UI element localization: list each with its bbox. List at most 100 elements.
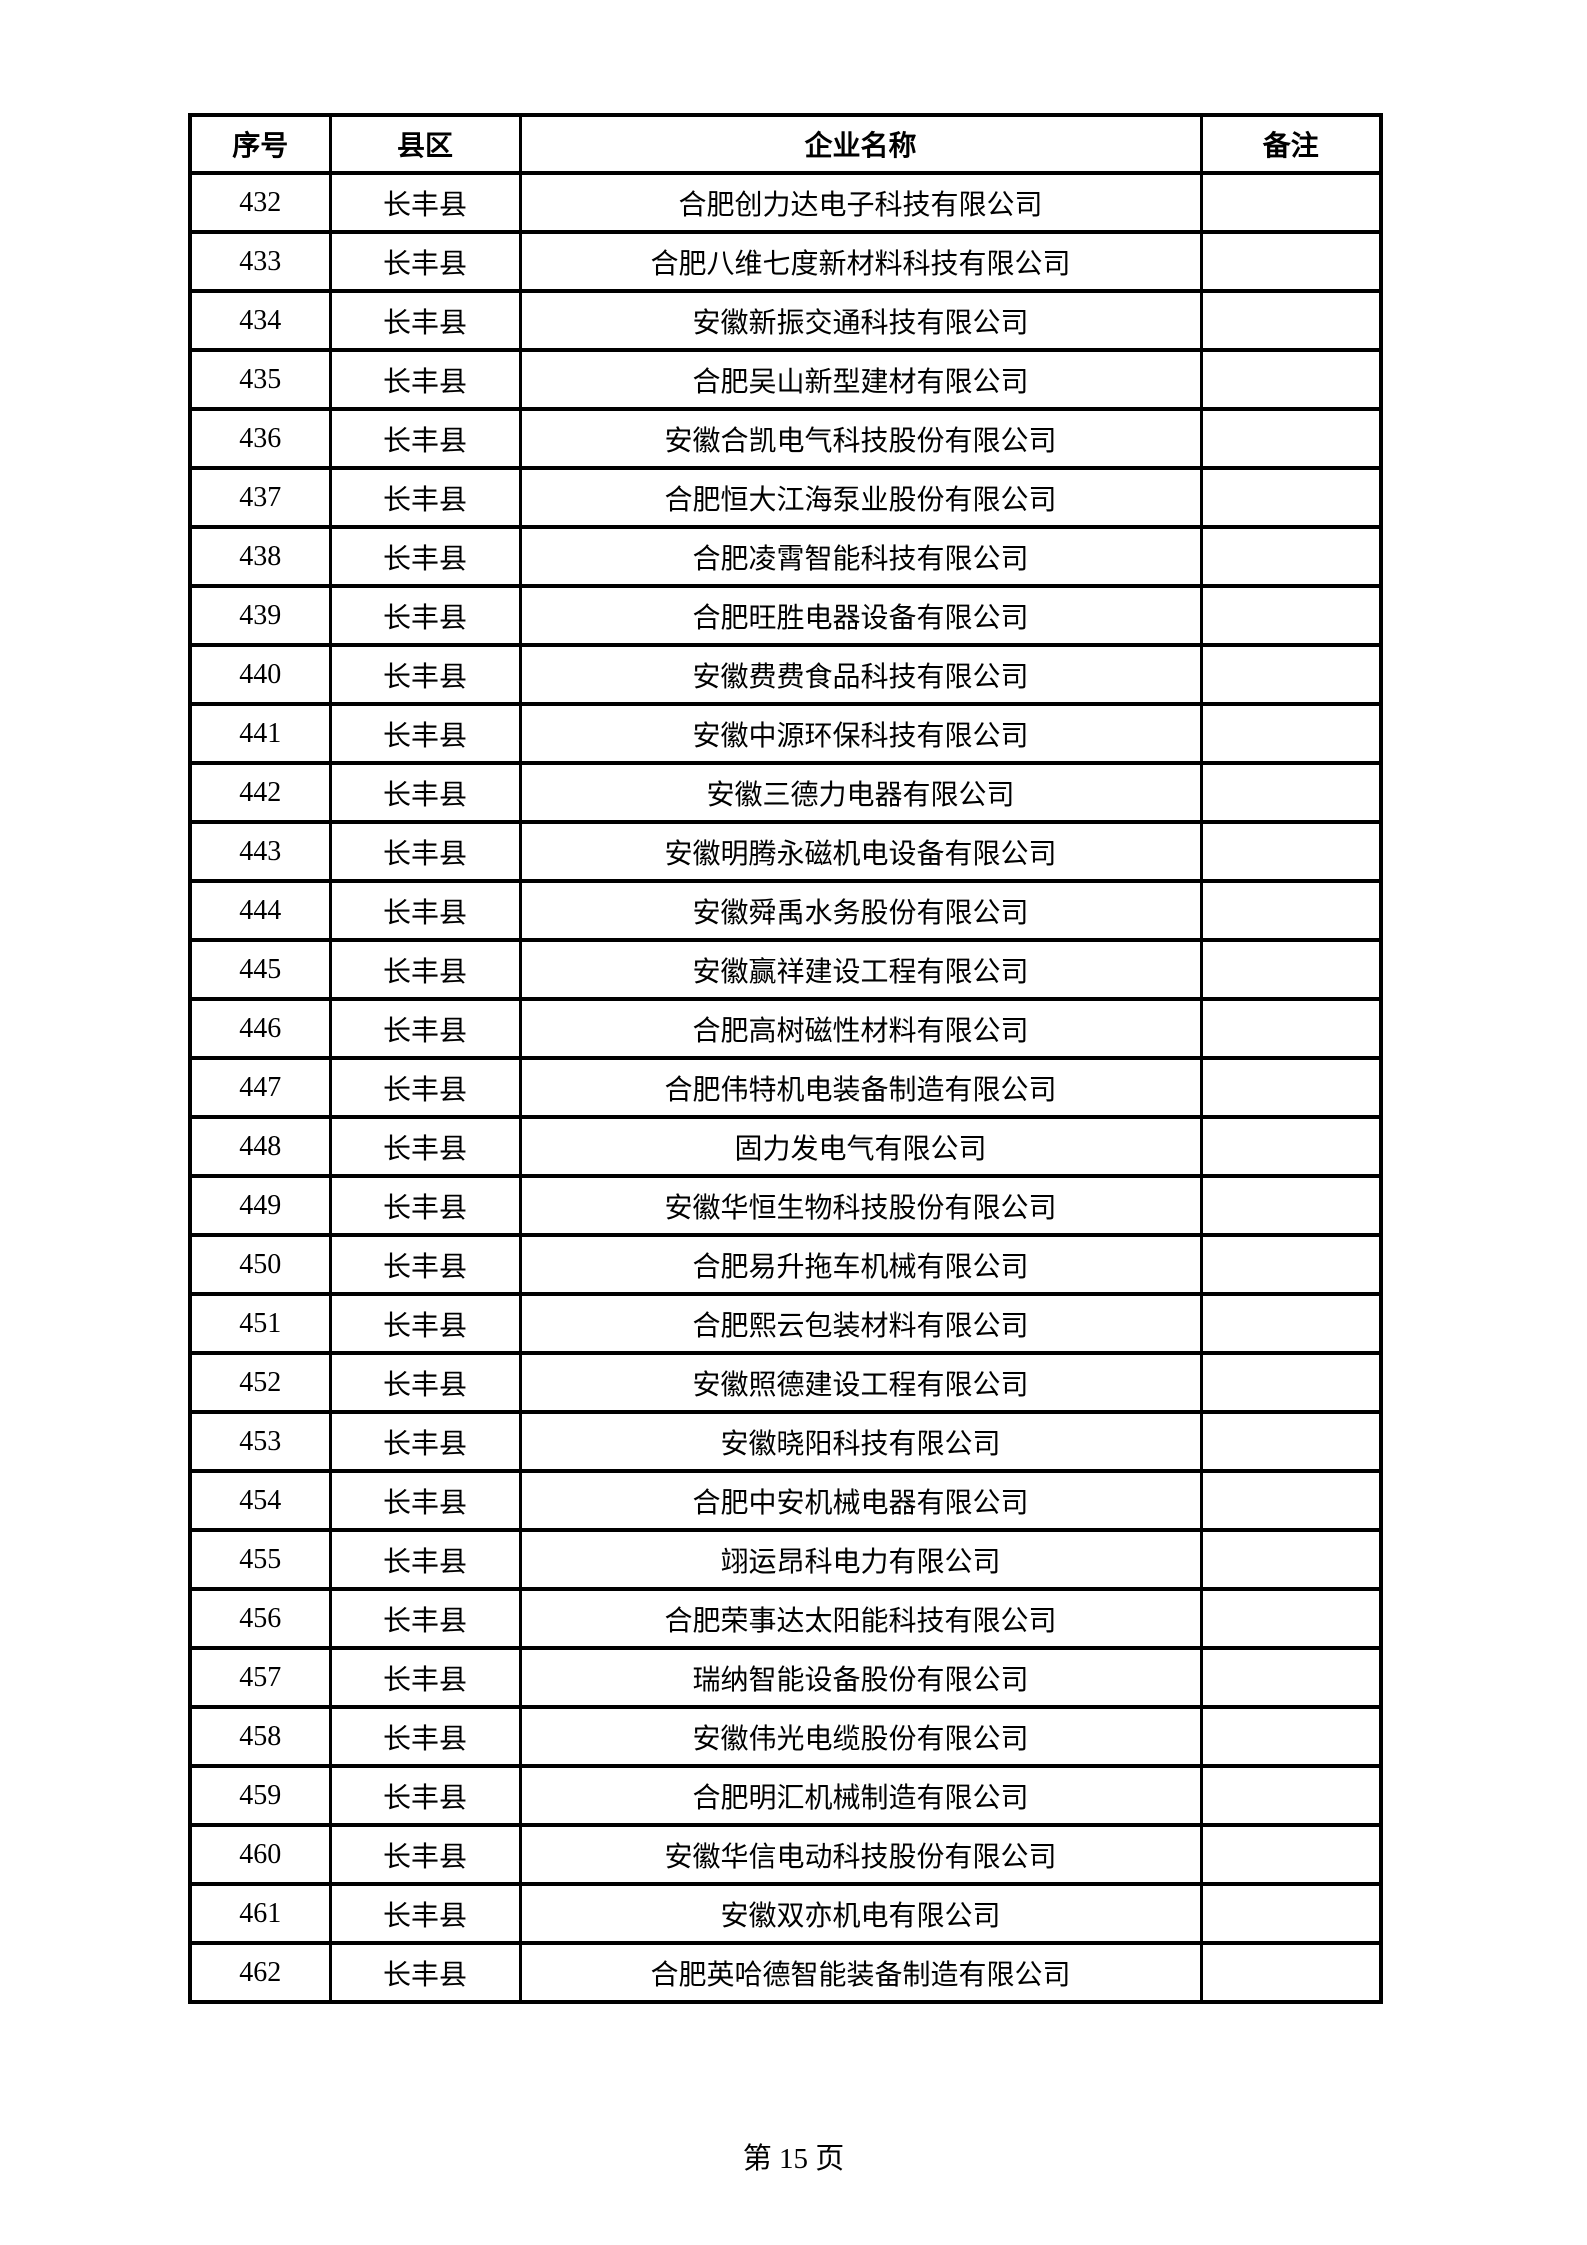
district-cell: 长丰县 (328, 348, 522, 411)
company-cell: 固力发电气有限公司 (518, 1115, 1203, 1178)
remark-cell (1199, 1764, 1383, 1827)
row-index-cell: 445 (188, 938, 332, 1001)
page-number: 第 15 页 (742, 2143, 845, 2175)
remark-cell (1199, 525, 1383, 588)
col-header-remark: 备注 (1199, 113, 1383, 175)
remark-cell (1199, 1115, 1383, 1178)
table-row: 438 长丰县 合肥凌霄智能科技有限公司 (188, 525, 1383, 588)
remark-cell (1199, 1469, 1383, 1532)
remark-cell (1199, 997, 1383, 1060)
row-index-cell: 443 (188, 820, 332, 883)
row-index-cell: 458 (188, 1705, 332, 1768)
table-row: 437 长丰县 合肥恒大江海泵业股份有限公司 (188, 466, 1383, 529)
remark-cell (1199, 1587, 1383, 1650)
company-cell: 合肥熙云包装材料有限公司 (518, 1292, 1203, 1355)
district-cell: 长丰县 (328, 1469, 522, 1532)
row-index-cell: 454 (188, 1469, 332, 1532)
district-cell: 长丰县 (328, 1056, 522, 1119)
row-index-cell: 432 (188, 171, 332, 234)
row-index-cell: 437 (188, 466, 332, 529)
remark-cell (1199, 761, 1383, 824)
company-cell: 安徽明腾永磁机电设备有限公司 (518, 820, 1203, 883)
district-cell: 长丰县 (328, 1410, 522, 1473)
district-cell: 长丰县 (328, 761, 522, 824)
row-index-cell: 449 (188, 1174, 332, 1237)
row-index-cell: 461 (188, 1882, 332, 1945)
company-cell: 合肥凌霄智能科技有限公司 (518, 525, 1203, 588)
table-row: 453 长丰县 安徽晓阳科技有限公司 (188, 1410, 1383, 1473)
remark-cell (1199, 702, 1383, 765)
table-row: 442 长丰县 安徽三德力电器有限公司 (188, 761, 1383, 824)
table-row: 432 长丰县 合肥创力达电子科技有限公司 (188, 171, 1383, 234)
row-index-cell: 446 (188, 997, 332, 1060)
row-index-cell: 460 (188, 1823, 332, 1886)
row-index-cell: 442 (188, 761, 332, 824)
company-cell: 安徽晓阳科技有限公司 (518, 1410, 1203, 1473)
district-cell: 长丰县 (328, 525, 522, 588)
remark-cell (1199, 1882, 1383, 1945)
remark-cell (1199, 820, 1383, 883)
company-table: 序号 县区 企业名称 备注 432 长丰县 合肥创力达电子科技有限公司 433 长丰县合… (188, 113, 1383, 2004)
company-cell: 安徽合凯电气科技股份有限公司 (518, 407, 1203, 470)
row-index-cell: 435 (188, 348, 332, 411)
company-cell: 安徽赢祥建设工程有限公司 (518, 938, 1203, 1001)
row-index-cell: 444 (188, 879, 332, 942)
table-row: 441 长丰县 安徽中源环保科技有限公司 (188, 702, 1383, 765)
district-cell: 长丰县 (328, 1115, 522, 1178)
remark-cell (1199, 230, 1383, 293)
row-index-cell: 462 (188, 1941, 332, 2004)
remark-cell (1199, 1174, 1383, 1237)
district-cell: 长丰县 (328, 1292, 522, 1355)
remark-cell (1199, 466, 1383, 529)
district-cell: 长丰县 (328, 1233, 522, 1296)
remark-cell (1199, 1646, 1383, 1709)
remark-cell (1199, 348, 1383, 411)
table-row: 450 长丰县 合肥易升拖车机械有限公司 (188, 1233, 1383, 1296)
remark-cell (1199, 1941, 1383, 2004)
table-row: 460 长丰县 安徽华信电动科技股份有限公司 (188, 1823, 1383, 1886)
table-row: 440 长丰县 安徽费费食品科技有限公司 (188, 643, 1383, 706)
district-cell: 长丰县 (328, 289, 522, 352)
district-cell: 长丰县 (328, 584, 522, 647)
row-index-cell: 433 (188, 230, 332, 293)
row-index-cell: 436 (188, 407, 332, 470)
table-row: 455 长丰县 翊运昂科电力有限公司 (188, 1528, 1383, 1591)
company-cell: 合肥明汇机械制造有限公司 (518, 1764, 1203, 1827)
district-cell: 长丰县 (328, 997, 522, 1060)
district-cell: 长丰县 (328, 702, 522, 765)
company-cell: 瑞纳智能设备股份有限公司 (518, 1646, 1203, 1709)
col-header-district: 县区 (328, 113, 522, 175)
remark-cell (1199, 1351, 1383, 1414)
table-row: 457 长丰县 瑞纳智能设备股份有限公司 (188, 1646, 1383, 1709)
district-cell: 长丰县 (328, 1351, 522, 1414)
district-cell: 长丰县 (328, 879, 522, 942)
row-index-cell: 455 (188, 1528, 332, 1591)
remark-cell (1199, 407, 1383, 470)
district-cell: 长丰县 (328, 938, 522, 1001)
row-index-cell: 457 (188, 1646, 332, 1709)
district-cell: 长丰县 (328, 1823, 522, 1886)
row-index-cell: 451 (188, 1292, 332, 1355)
table-row: 452 长丰县 安徽照德建设工程有限公司 (188, 1351, 1383, 1414)
company-cell: 安徽双亦机电有限公司 (518, 1882, 1203, 1945)
table-row: 444 长丰县 安徽舜禹水务股份有限公司 (188, 879, 1383, 942)
company-cell: 翊运昂科电力有限公司 (518, 1528, 1203, 1591)
district-cell: 长丰县 (328, 466, 522, 529)
row-index-cell: 440 (188, 643, 332, 706)
company-cell: 安徽中源环保科技有限公司 (518, 702, 1203, 765)
company-cell: 安徽华信电动科技股份有限公司 (518, 1823, 1203, 1886)
district-cell: 长丰县 (328, 820, 522, 883)
row-index-cell: 434 (188, 289, 332, 352)
table-row: 439 长丰县 合肥旺胜电器设备有限公司 (188, 584, 1383, 647)
company-cell: 安徽舜禹水务股份有限公司 (518, 879, 1203, 942)
company-cell: 合肥英哈德智能装备制造有限公司 (518, 1941, 1203, 2004)
company-cell: 合肥中安机械电器有限公司 (518, 1469, 1203, 1532)
district-cell: 长丰县 (328, 1764, 522, 1827)
company-cell: 合肥荣事达太阳能科技有限公司 (518, 1587, 1203, 1650)
district-cell: 长丰县 (328, 1174, 522, 1237)
col-header-index: 序号 (188, 113, 332, 175)
table-row: 449 长丰县 安徽华恒生物科技股份有限公司 (188, 1174, 1383, 1237)
remark-cell (1199, 1705, 1383, 1768)
table-row: 461 长丰县 安徽双亦机电有限公司 (188, 1882, 1383, 1945)
